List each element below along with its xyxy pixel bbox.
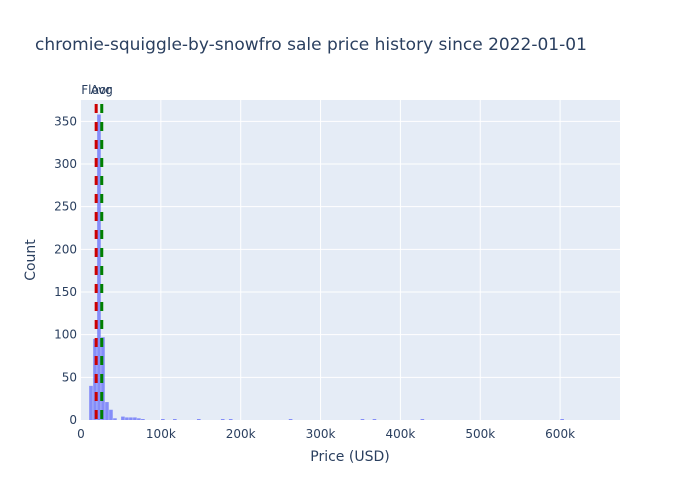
- x-tick-label: 200k: [226, 427, 256, 441]
- x-tick-label: 400k: [385, 427, 415, 441]
- y-axis-ticks: 0 50 100 150 200 250 300 350: [54, 114, 77, 427]
- y-tick-label: 0: [69, 413, 77, 427]
- y-tick-label: 200: [54, 242, 77, 256]
- histogram-bar: [173, 419, 177, 420]
- y-axis-label: Count: [23, 239, 39, 281]
- plot-area: [81, 100, 620, 420]
- histogram-bar: [121, 416, 125, 420]
- x-tick-label: 300k: [306, 427, 336, 441]
- histogram-bar: [372, 419, 377, 420]
- y-tick-label: 100: [54, 328, 77, 342]
- x-tick-label: 100k: [146, 427, 176, 441]
- y-tick-label: 300: [54, 157, 77, 171]
- chart-title: chromie-squiggle-by-snowfro sale price h…: [35, 35, 587, 55]
- histogram-bar: [560, 419, 564, 420]
- histogram-bar: [161, 419, 165, 420]
- x-axis-label: Price (USD): [310, 449, 389, 465]
- histogram-bar: [97, 114, 101, 421]
- x-tick-label: 600k: [545, 427, 575, 441]
- reference-line-label-floor: Floor: [81, 83, 111, 97]
- histogram-bar: [129, 417, 133, 420]
- histogram-bar: [109, 409, 113, 420]
- histogram-bar: [141, 419, 145, 420]
- histogram-bar: [105, 402, 109, 420]
- histogram-bar: [113, 418, 117, 420]
- histogram-bar: [196, 419, 201, 420]
- reference-line-label-avg: Avg: [91, 83, 113, 97]
- x-tick-label: 0: [77, 427, 85, 441]
- gridlines: [81, 100, 620, 420]
- histogram-bar: [220, 419, 225, 420]
- y-tick-label: 350: [54, 114, 77, 128]
- x-axis-ticks: 0 100k 200k 300k 400k 500k 600k: [77, 427, 575, 441]
- histogram-bar: [420, 419, 425, 420]
- histogram-bar: [133, 417, 137, 420]
- histogram-bar: [360, 419, 365, 420]
- histogram-bar: [228, 419, 233, 420]
- y-tick-label: 250: [54, 200, 77, 214]
- histogram-bar: [137, 418, 141, 420]
- y-tick-label: 150: [54, 285, 77, 299]
- histogram-bar: [89, 385, 93, 420]
- histogram-bar: [125, 417, 129, 420]
- x-tick-label: 500k: [465, 427, 495, 441]
- histogram-bar: [288, 419, 293, 420]
- y-tick-label: 50: [62, 370, 77, 384]
